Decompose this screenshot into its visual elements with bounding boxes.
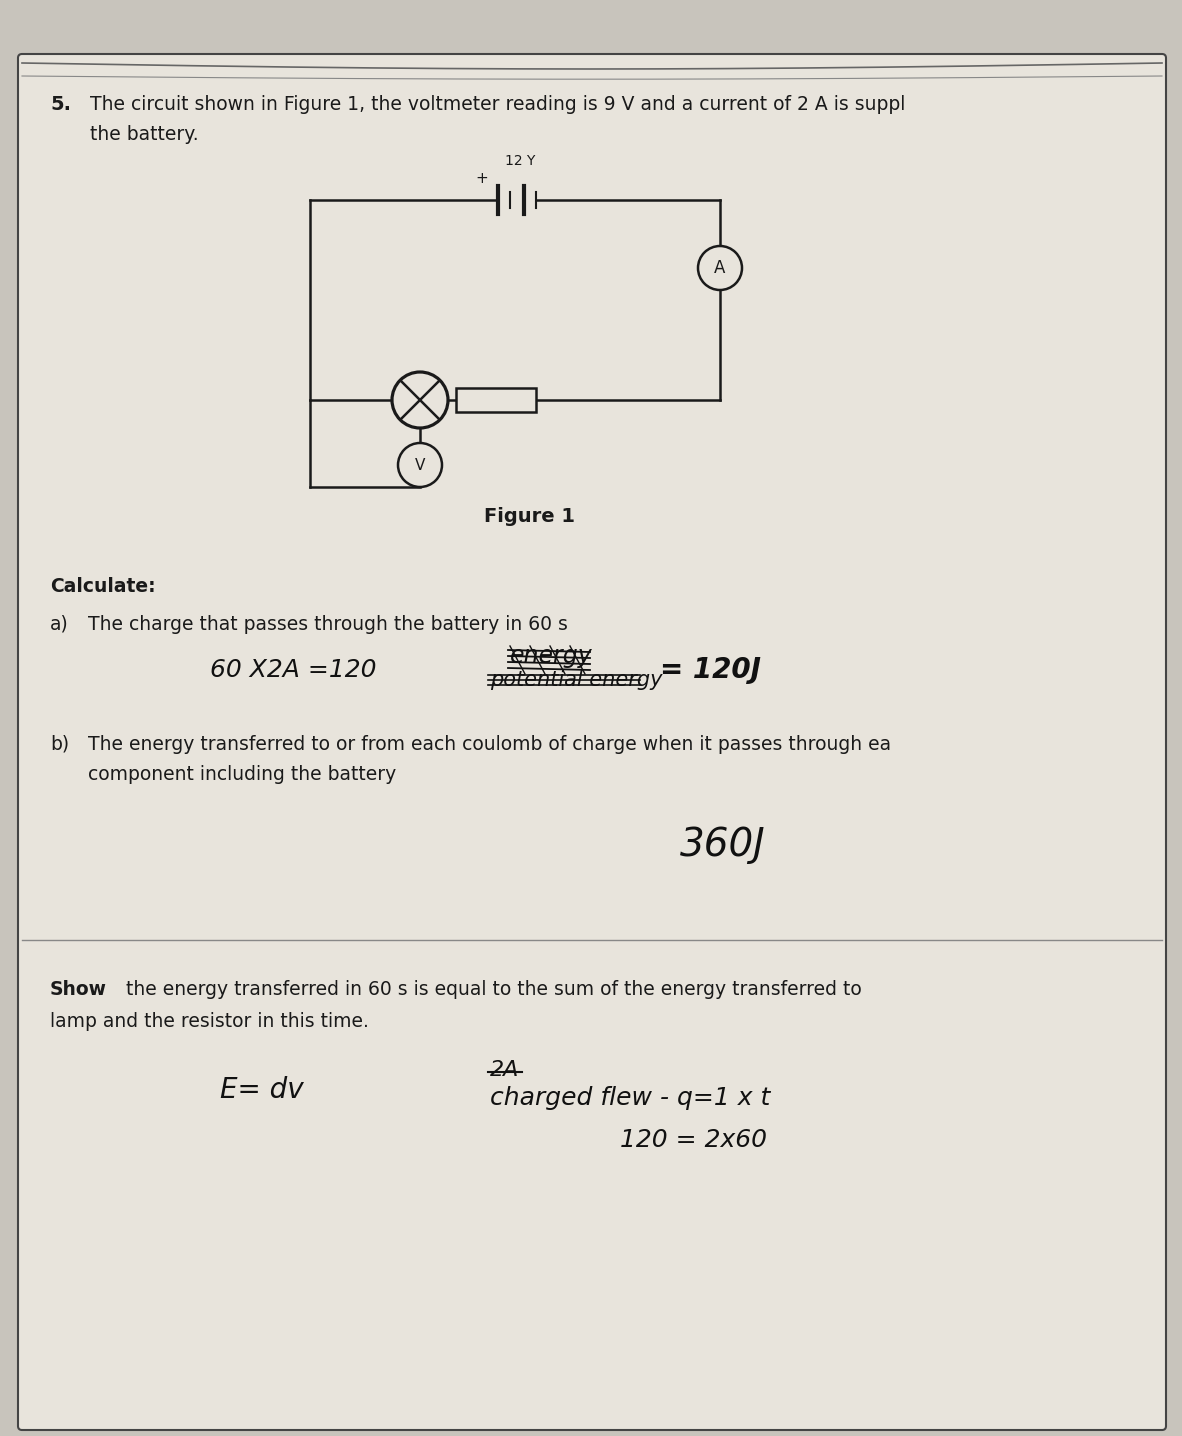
Text: component including the battery: component including the battery xyxy=(87,765,396,784)
Text: charged flew - q=1 x t: charged flew - q=1 x t xyxy=(491,1086,771,1110)
Text: 360J: 360J xyxy=(680,826,766,864)
Text: The circuit shown in Figure 1, the voltmeter reading is 9 V and a current of 2 A: The circuit shown in Figure 1, the voltm… xyxy=(90,95,905,113)
FancyBboxPatch shape xyxy=(18,55,1165,1430)
Text: lamp and the resistor in this time.: lamp and the resistor in this time. xyxy=(50,1012,369,1031)
Circle shape xyxy=(398,442,442,487)
Text: the energy transferred in 60 s is equal to the sum of the energy transferred to: the energy transferred in 60 s is equal … xyxy=(121,979,862,999)
Text: Show: Show xyxy=(50,979,108,999)
Text: V: V xyxy=(415,458,426,472)
Circle shape xyxy=(699,246,742,290)
Text: energy: energy xyxy=(509,643,592,668)
Text: Calculate:: Calculate: xyxy=(50,577,156,596)
Text: = 120J: = 120J xyxy=(660,656,761,684)
Text: 5.: 5. xyxy=(50,95,71,113)
Text: the battery.: the battery. xyxy=(90,125,199,144)
Text: 12 Y: 12 Y xyxy=(505,154,535,168)
Text: Figure 1: Figure 1 xyxy=(485,507,576,526)
Text: a): a) xyxy=(50,615,69,635)
Bar xyxy=(456,388,535,412)
Text: A: A xyxy=(714,258,726,277)
Text: 120 = 2x60: 120 = 2x60 xyxy=(621,1129,767,1152)
Circle shape xyxy=(392,372,448,428)
Text: potential energy: potential energy xyxy=(491,671,662,691)
Text: b): b) xyxy=(50,735,69,754)
Text: E= dv: E= dv xyxy=(220,1076,304,1104)
Text: The charge that passes through the battery in 60 s: The charge that passes through the batte… xyxy=(87,615,567,635)
Text: The energy transferred to or from each coulomb of charge when it passes through : The energy transferred to or from each c… xyxy=(87,735,891,754)
Text: +: + xyxy=(475,171,488,187)
Text: 60 X2A =120: 60 X2A =120 xyxy=(210,658,377,682)
Text: 2A: 2A xyxy=(491,1060,519,1080)
